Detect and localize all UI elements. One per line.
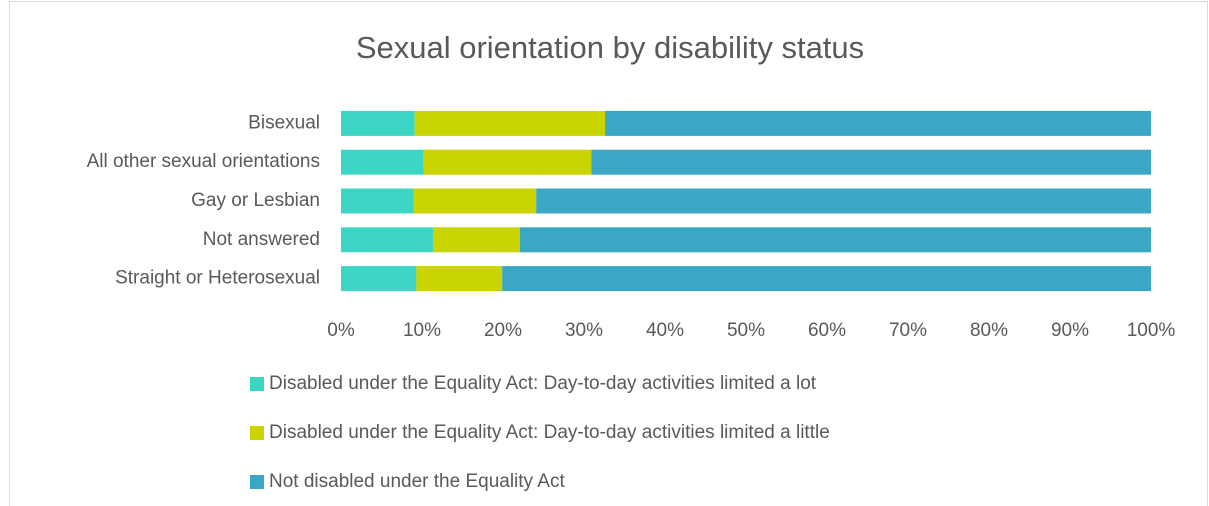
- legend-swatch: [250, 475, 264, 489]
- x-tick-label: 60%: [808, 320, 846, 341]
- bar-segment: [416, 266, 503, 292]
- bar-segment: [605, 110, 1151, 136]
- bar-segment: [341, 149, 424, 175]
- legend-label: Disabled under the Equality Act: Day-to-…: [269, 422, 830, 443]
- chart-border: [9, 1, 1208, 506]
- x-tick-label: 10%: [403, 320, 441, 341]
- legend-label: Disabled under the Equality Act: Day-to-…: [269, 373, 817, 394]
- y-tick-label: Not answered: [203, 229, 320, 250]
- x-tick-label: 90%: [1051, 320, 1089, 341]
- chart-title: Sexual orientation by disability status: [356, 30, 864, 65]
- bar-segment: [341, 266, 417, 292]
- x-tick-label: 50%: [727, 320, 765, 341]
- y-tick-label: Bisexual: [248, 112, 320, 133]
- y-tick-label: Straight or Heterosexual: [115, 268, 320, 289]
- bar-segment: [502, 266, 1151, 292]
- bar-segment: [414, 110, 606, 136]
- legend-swatch: [250, 426, 264, 440]
- bar-segment: [341, 110, 415, 136]
- x-tick-label: 0%: [327, 320, 355, 341]
- x-tick-label: 40%: [646, 320, 684, 341]
- bar-segment: [413, 188, 537, 214]
- x-tick-label: 30%: [565, 320, 603, 341]
- x-tick-label: 20%: [484, 320, 522, 341]
- bar-segment: [423, 149, 592, 175]
- y-tick-label: All other sexual orientations: [87, 151, 320, 172]
- bar-segment: [520, 227, 1151, 253]
- bar-segment: [341, 227, 434, 253]
- bar-segment: [536, 188, 1151, 214]
- x-tick-label: 100%: [1127, 320, 1176, 341]
- legend-label: Not disabled under the Equality Act: [269, 471, 565, 492]
- x-tick-label: 70%: [889, 320, 927, 341]
- bar-segment: [341, 188, 414, 214]
- legend-swatch: [250, 377, 264, 391]
- y-tick-label: Gay or Lesbian: [191, 190, 320, 211]
- x-tick-label: 80%: [970, 320, 1008, 341]
- bar-segment: [591, 149, 1151, 175]
- bar-segment: [433, 227, 521, 253]
